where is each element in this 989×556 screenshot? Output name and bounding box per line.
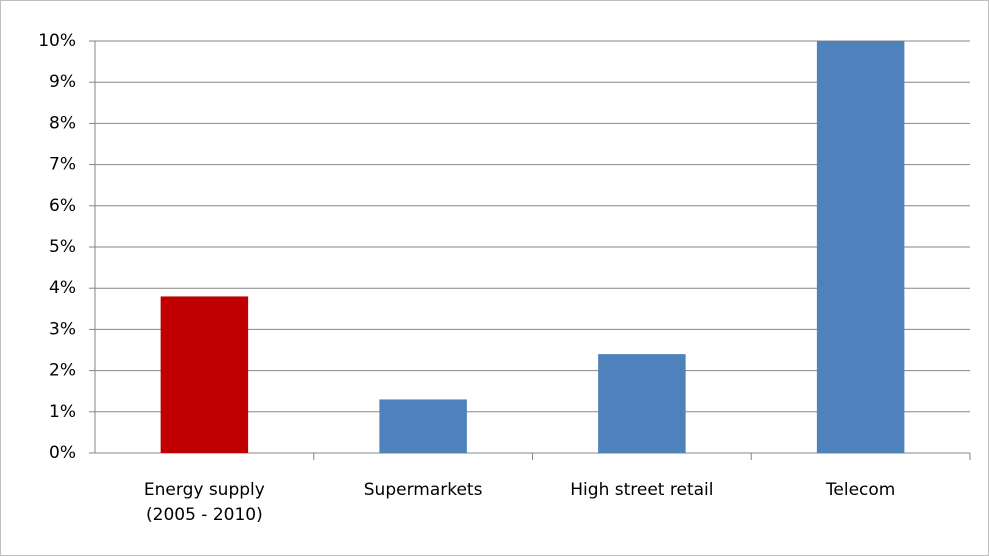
y-tick-label: 0% [49, 443, 76, 463]
y-tick-label: 3% [49, 319, 76, 339]
y-tick-label: 2% [49, 361, 76, 381]
y-tick-label: 8% [49, 113, 76, 133]
bar [598, 354, 686, 453]
y-tick-label: 1% [49, 402, 76, 422]
x-tick-label: Supermarkets [363, 480, 483, 500]
y-tick-label: 6% [49, 196, 76, 216]
y-tick-label: 5% [49, 237, 76, 257]
y-tick-label: 10% [38, 31, 76, 51]
bar [160, 296, 249, 453]
x-tick-label: Energy supply (2005 - 2010) [143, 480, 265, 525]
y-tick-label: 4% [49, 278, 76, 298]
y-tick-label: 9% [49, 72, 76, 92]
x-tick-label: Telecom [825, 480, 896, 500]
y-tick-label: 7% [49, 155, 76, 175]
x-tick-label: High street retail [570, 480, 714, 500]
bar [379, 399, 467, 453]
bar [816, 41, 905, 453]
